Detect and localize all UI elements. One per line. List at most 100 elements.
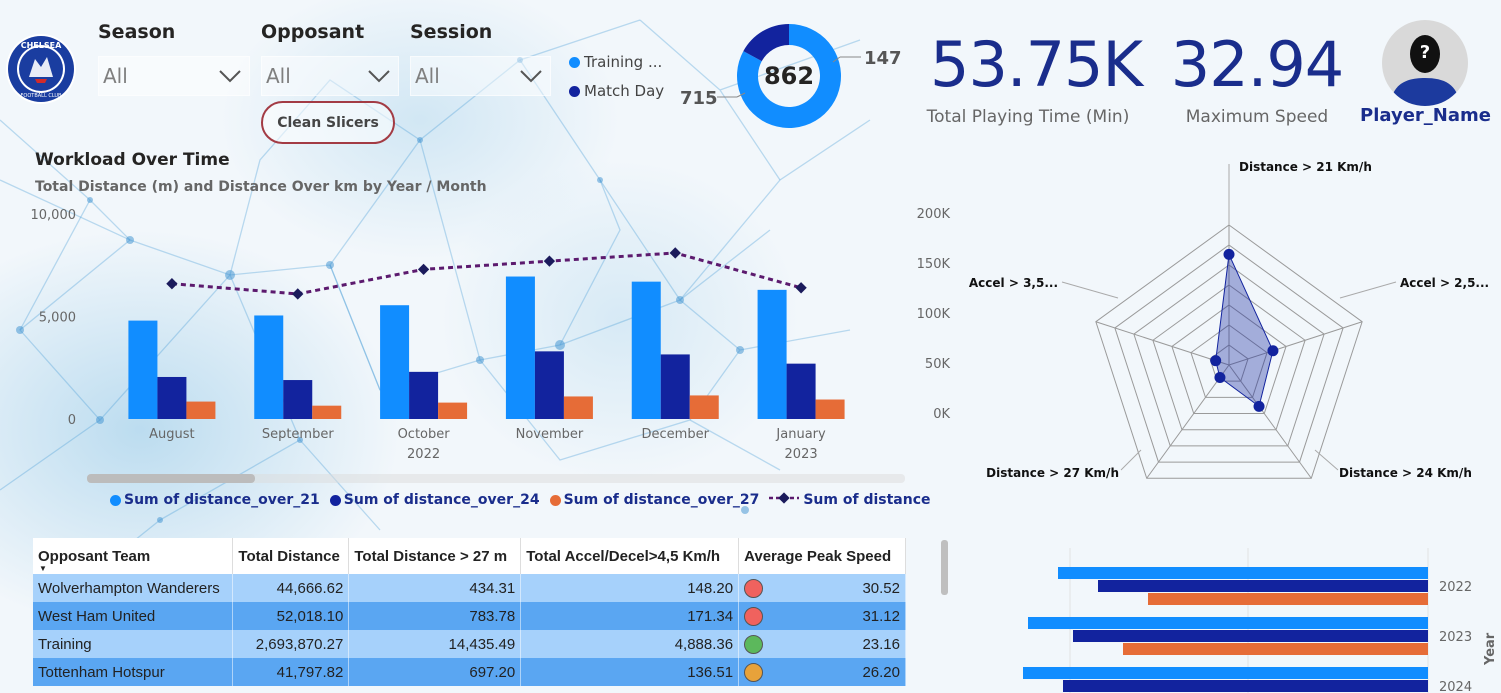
radar-axis-label: Accel > 3,5... [969,276,1058,290]
hbar-series-1[interactable] [1028,617,1428,629]
bar-sum-of-distance_over_27[interactable] [815,399,845,419]
bar-sum-of-distance_over_21[interactable] [128,320,158,419]
hbar-series-2[interactable] [1063,680,1428,692]
bar-sum-of-distance_over_27[interactable] [689,395,719,419]
column-header-total-accel-decel[interactable]: Total Accel/Decel>4,5 Km/h [520,538,740,574]
sort-descending-icon: ▼ [39,564,47,573]
line-point-marker[interactable] [795,282,807,294]
chart-scrollbar-track[interactable] [87,474,905,483]
column-header-total-distance-27[interactable]: Total Distance > 27 m [348,538,522,574]
status-indicator-icon [744,606,764,626]
hbar-year-label: 2022 [1439,580,1472,595]
hbar-axis-title: Year [1483,632,1498,666]
table-cell-accel: 171.34 [520,602,740,630]
total-playing-time-label: Total Playing Time (Min) [926,107,1130,127]
table-row[interactable]: Tottenham Hotspur 41,797.82 697.20 136.51 26… [33,658,906,686]
radar-axis-label: Distance > 24 Km/h [1339,466,1472,480]
opposant-slicer-dropdown[interactable]: All [261,56,399,96]
radar-data-point[interactable] [1223,248,1235,260]
maximum-speed-label: Maximum Speed [1185,107,1329,127]
radar-data-area[interactable] [1215,252,1274,408]
table-cell-accel: 136.51 [520,658,740,686]
chevron-down-icon [520,70,542,83]
bar-sum-of-distance_over_27[interactable] [186,401,216,419]
hbar-series-1[interactable] [1058,567,1428,579]
bar-sum-of-distance_over_21[interactable] [254,315,284,419]
donut-legend-item-training[interactable]: Training ... [569,53,664,71]
line-point-marker[interactable] [543,255,556,267]
bar-sum-of-distance_over_24[interactable] [786,363,816,419]
column-header-average-peak-speed[interactable]: Average Peak Speed [738,538,906,574]
hbar-series-3[interactable] [1123,643,1428,655]
bar-sum-of-distance_over_24[interactable] [283,380,313,419]
hbar-series-2[interactable] [1073,630,1428,642]
bar-sum-of-distance_over_24[interactable] [534,351,564,419]
bar-sum-of-distance_over_21[interactable] [380,305,410,419]
table-cell-peak: 31.12 [738,602,906,630]
radar-data-point[interactable] [1214,371,1226,383]
line-point-marker[interactable] [417,263,430,276]
table-cell-d27: 697.20 [348,658,522,686]
table-cell-team: Wolverhampton Wanderers [33,574,234,602]
table-cell-d27: 434.31 [348,574,522,602]
donut-total-label: 862 [764,62,814,90]
radar-data-point[interactable] [1253,400,1265,412]
legend-item[interactable]: Sum of distance [769,492,931,508]
bar-sum-of-distance_over_21[interactable] [631,281,661,419]
clean-slicers-button[interactable]: Clean Slicers [261,101,395,144]
hbar-series-2[interactable] [1098,580,1428,592]
donut-legend-label: Match Day [584,82,665,100]
total-playing-time-value: 53.75K [930,28,1143,101]
table-row[interactable]: Training 2,693,870.27 14,435.49 4,888.36 23.… [33,630,906,658]
radar-grid-ring [1152,284,1306,431]
column-header-total-distance[interactable]: Total Distance [232,538,350,574]
donut-legend-item-match-day[interactable]: Match Day [569,82,664,100]
bar-sum-of-distance_over_27[interactable] [438,402,468,419]
line-sum-of-distance[interactable] [171,251,802,296]
bar-sum-of-distance_over_27[interactable] [563,396,593,419]
bar-sum-of-distance_over_24[interactable] [660,354,690,419]
hbar-year-label: 2023 [1439,630,1472,645]
legend-item[interactable]: Sum of distance_over_21 [110,492,320,508]
donut-slice-match-day[interactable] [743,24,789,62]
radar-scale-label: 100K [917,307,951,322]
line-point-marker[interactable] [166,278,178,290]
table-row[interactable]: West Ham United 52,018.10 783.78 171.34 31.1… [33,602,906,630]
line-point-marker[interactable] [292,288,304,300]
legend-label: Sum of distance [803,492,931,508]
radar-spoke [1146,364,1230,479]
peak-speed-value: 23.16 [862,635,900,653]
radar-spoke [1228,364,1312,479]
y-axis-tick-label: 10,000 [31,208,77,223]
table-scrollbar[interactable] [941,540,948,595]
hbar-series-1[interactable] [1023,667,1428,679]
radar-data-point[interactable] [1210,355,1222,367]
chart-scrollbar-thumb[interactable] [87,474,255,483]
bar-sum-of-distance_over_27[interactable] [312,405,342,419]
status-indicator-icon [744,634,764,654]
opposant-slicer-value: All [266,64,291,88]
radar-data-point[interactable] [1267,345,1279,357]
table-cell-accel: 4,888.36 [520,630,740,658]
bar-sum-of-distance_over_24[interactable] [409,371,439,419]
chevron-down-icon [368,70,390,83]
season-slicer-dropdown[interactable]: All [98,56,250,96]
legend-item[interactable]: Sum of distance_over_24 [329,492,540,508]
donut-slice-training[interactable] [737,24,841,128]
table-row[interactable]: Wolverhampton Wanderers 44,666.62 434.31 14… [33,574,906,602]
table-cell-peak: 30.52 [738,574,906,602]
legend-item[interactable]: Sum of distance_over_27 [549,492,759,508]
status-indicator-icon [744,578,764,598]
table-cell-accel: 148.20 [520,574,740,602]
player-name: Player_Name [1360,105,1491,126]
line-point-marker[interactable] [669,247,681,259]
bar-sum-of-distance_over_21[interactable] [505,276,535,419]
bar-sum-of-distance_over_24[interactable] [157,376,187,419]
session-slicer-dropdown[interactable]: All [410,56,551,96]
maximum-speed-value: 32.94 [1170,28,1345,101]
hbar-series-3[interactable] [1148,593,1428,605]
radar-grid-ring [1171,304,1287,415]
column-header-opposant-team[interactable]: Opposant Team ▼ [33,538,234,574]
radar-scale-label: 200K [917,207,951,222]
bar-sum-of-distance_over_21[interactable] [757,289,787,419]
